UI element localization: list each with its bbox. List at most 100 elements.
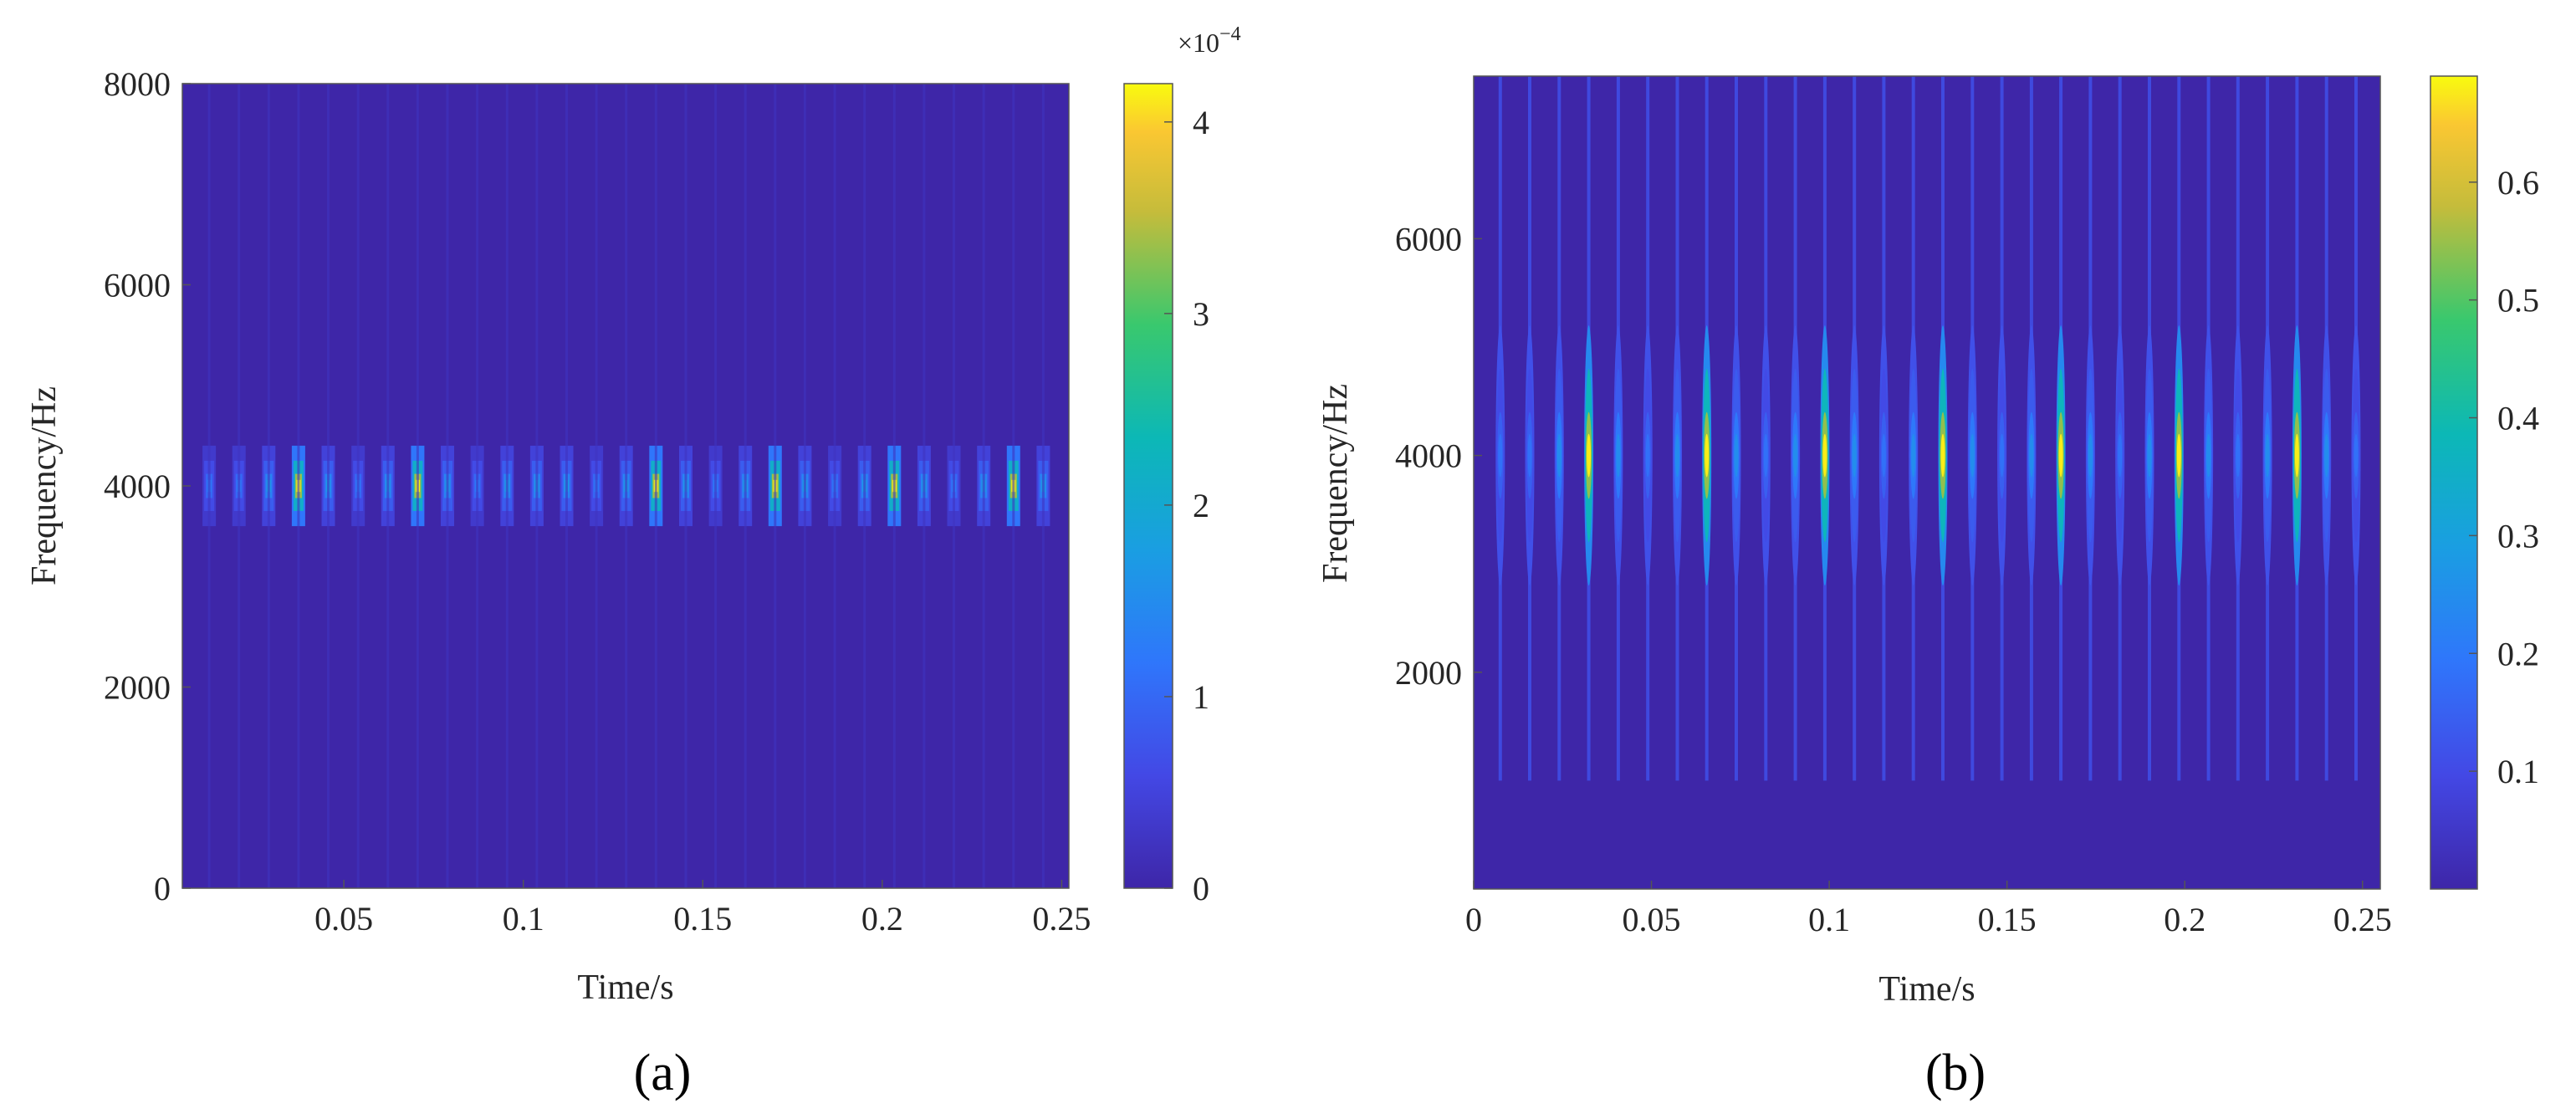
panel-a-spectrogram-marks <box>202 84 1050 888</box>
panel-a-colorbar-exponent: ×10−4 <box>1178 23 1241 58</box>
panel-a-colorbar-gradient <box>1123 83 1173 889</box>
panel-b-spectrogram-marks <box>1495 76 2361 781</box>
pulse-mark <box>1705 433 1710 478</box>
pulse-mark <box>2147 433 2152 478</box>
pulse-mark <box>1970 433 1975 478</box>
pulse-streak <box>923 84 926 888</box>
pulse-mark <box>2236 433 2241 478</box>
pulse-mark <box>2029 433 2034 478</box>
panel-a-y-axis-label: Frequency/Hz <box>25 386 64 585</box>
pulse-streak <box>416 84 419 888</box>
colorbar-tick-label: 0.3 <box>2497 517 2539 554</box>
pulse-mark <box>2294 433 2299 478</box>
pulse-streak <box>446 84 449 888</box>
pulse-streak <box>386 84 390 888</box>
x-tick-label: 0.1 <box>1808 901 1850 938</box>
y-tick-label: 6000 <box>104 267 171 304</box>
pulse-streak <box>1012 84 1015 888</box>
colorbar-tick-label: 0.2 <box>2497 635 2539 672</box>
y-tick-label: 4000 <box>104 468 171 505</box>
y-tick-label: 2000 <box>1395 654 1462 692</box>
x-tick-label: 0 <box>1465 901 1482 938</box>
panel-b-colorbar: 0.1 0.2 0.3 0.4 0.5 0.6 <box>2430 75 2539 890</box>
colorbar-tick-label: 0.4 <box>2497 400 2539 437</box>
pulse-streak <box>356 84 360 888</box>
pulse-streak <box>625 84 628 888</box>
pulse-mark <box>2176 433 2181 478</box>
panel-a: 0.05 0.1 0.15 0.2 0.25 0 2000 4000 6000 8000 Tim… <box>25 23 1241 1101</box>
pulse-mark <box>1881 433 1886 478</box>
panel-b-x-axis-label: Time/s <box>1878 970 1975 1009</box>
pulse-mark <box>2000 433 2005 478</box>
pulse-mark <box>1763 433 1768 478</box>
panel-a-colorbar-ticks: 0 1 2 3 4 <box>1164 104 1209 907</box>
pulse-streak <box>595 84 598 888</box>
pulse-mark <box>1616 433 1621 478</box>
pulse-mark <box>1527 433 1532 478</box>
pulse-streak <box>744 84 747 888</box>
pulse-streak <box>535 84 539 888</box>
colorbar-tick-label: 0.6 <box>2497 164 2539 202</box>
panel-b-x-ticks: 0 0.05 0.1 0.15 0.2 0.25 <box>1465 881 2392 938</box>
pulse-streak <box>714 84 718 888</box>
pulse-streak <box>892 84 896 888</box>
y-tick-label: 6000 <box>1395 220 1462 258</box>
x-tick-label: 0.05 <box>1623 901 1681 938</box>
pulse-mark <box>2058 433 2063 478</box>
colorbar-tick-label: 1 <box>1193 678 1209 716</box>
panel-b-plot-background <box>1474 76 2380 889</box>
pulse-streak <box>863 84 866 888</box>
panel-b-y-axis-label: Frequency/Hz <box>1316 384 1355 583</box>
panel-a-y-ticks: 0 2000 4000 6000 8000 <box>104 65 191 907</box>
pulse-streak <box>476 84 479 888</box>
pulse-streak <box>267 84 270 888</box>
pulse-mark <box>2354 433 2359 478</box>
pulse-streak <box>1041 84 1045 888</box>
panel-a-colorbar-exponent-base: ×10 <box>1178 28 1219 58</box>
pulse-mark <box>2206 433 2211 478</box>
x-tick-label: 0.2 <box>2164 901 2205 938</box>
pulse-mark <box>1852 433 1857 478</box>
panel-b-colorbar-ticks: 0.1 0.2 0.3 0.4 0.5 0.6 <box>2469 164 2539 790</box>
colorbar-tick-label: 3 <box>1193 295 1209 333</box>
pulse-mark <box>2324 433 2329 478</box>
pulse-streak <box>297 84 300 888</box>
panel-b-label: (b) <box>1925 1045 1986 1101</box>
pulse-mark <box>1822 433 1827 478</box>
pulse-streak <box>833 84 836 888</box>
x-tick-label: 0.05 <box>314 900 373 938</box>
colorbar-tick-label: 2 <box>1193 487 1209 524</box>
pulse-streak <box>982 84 985 888</box>
pulse-streak <box>953 84 955 888</box>
pulse-streak <box>803 84 806 888</box>
pulse-streak <box>654 84 657 888</box>
y-tick-label: 0 <box>154 870 171 907</box>
x-tick-label: 0.25 <box>2333 901 2392 938</box>
pulse-mark <box>1734 433 1739 478</box>
pulse-mark <box>1645 433 1650 478</box>
panel-a-label: (a) <box>634 1045 692 1101</box>
pulse-mark <box>2265 433 2270 478</box>
pulse-mark <box>1498 433 1503 478</box>
colorbar-tick-label: 4 <box>1193 104 1209 141</box>
panel-a-x-ticks: 0.05 0.1 0.15 0.2 0.25 <box>314 880 1091 938</box>
panel-b-y-ticks: 2000 4000 6000 <box>1395 220 1482 692</box>
panel-a-colorbar: 0 1 2 3 4 ×10−4 <box>1123 23 1241 907</box>
pulse-mark <box>1587 433 1592 478</box>
pulse-streak <box>505 84 509 888</box>
colorbar-tick-label: 0.1 <box>2497 753 2539 790</box>
pulse-streak <box>684 84 687 888</box>
pulse-streak <box>774 84 777 888</box>
x-tick-label: 0.25 <box>1032 900 1091 938</box>
panel-b-plot-frame <box>1473 75 2381 890</box>
colorbar-tick-label: 0 <box>1193 870 1209 907</box>
pulse-streak <box>238 84 241 888</box>
x-tick-label: 0.2 <box>861 900 903 938</box>
panel-a-x-axis-label: Time/s <box>577 968 673 1007</box>
y-tick-label: 4000 <box>1395 437 1462 475</box>
x-tick-label: 0.15 <box>1978 901 2037 938</box>
pulse-streak <box>565 84 568 888</box>
x-tick-label: 0.15 <box>673 900 732 938</box>
